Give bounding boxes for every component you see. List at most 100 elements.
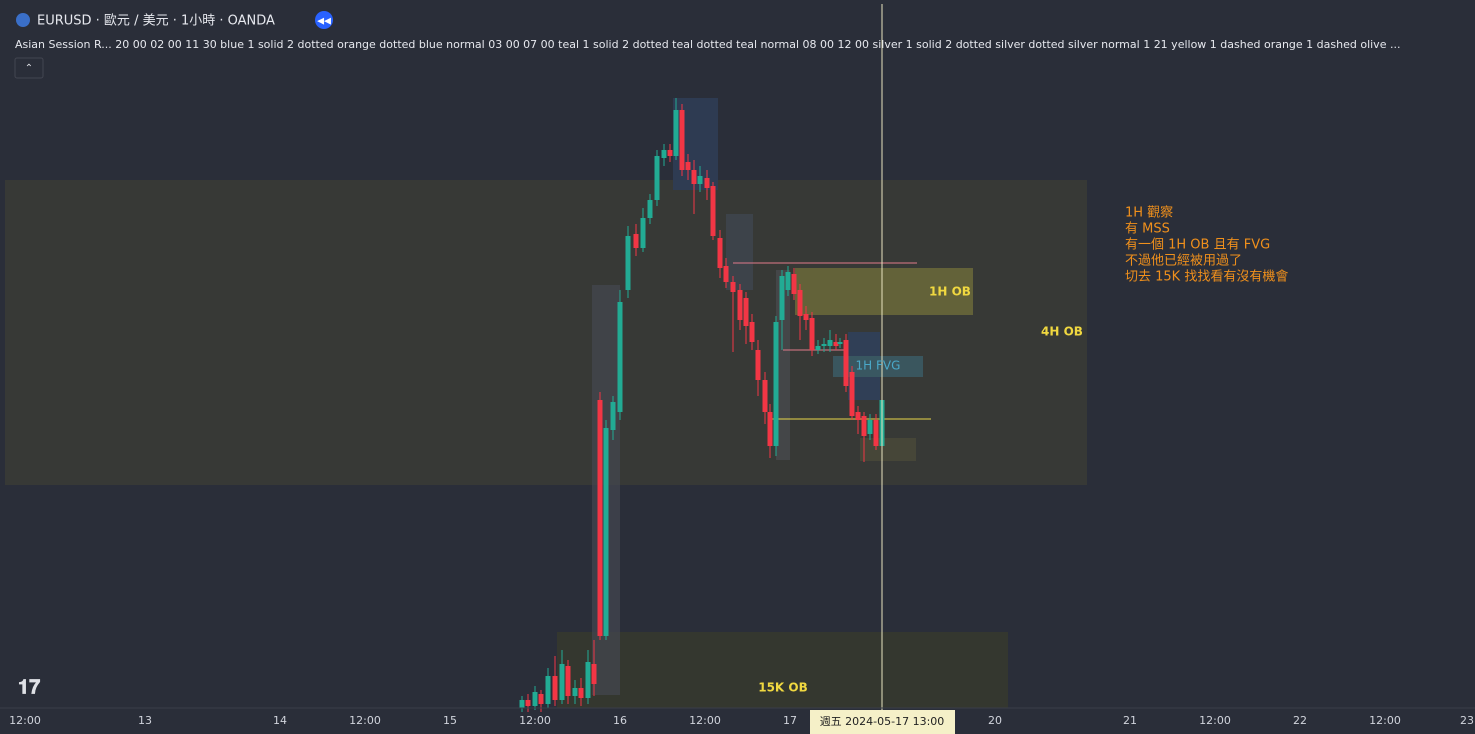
- candle-body: [704, 178, 710, 188]
- candle-body: [654, 156, 660, 200]
- candle-body: [797, 290, 803, 316]
- candle-body: [779, 276, 785, 320]
- time-label: 17: [783, 714, 797, 727]
- candle-body: [519, 700, 525, 708]
- zone-label: 1H FVG: [856, 359, 901, 373]
- zone-label: 1H OB: [929, 285, 971, 299]
- candle-body: [749, 322, 755, 342]
- candle-body: [661, 150, 667, 158]
- candle-body: [837, 342, 843, 344]
- collapse-icon[interactable]: ⌃: [25, 63, 33, 74]
- candle-body: [625, 236, 631, 290]
- candle-body: [821, 344, 827, 346]
- candle-body: [685, 162, 691, 170]
- crosshair-label-bg: [810, 710, 955, 734]
- session-box: [726, 214, 753, 290]
- candle-body: [667, 150, 673, 156]
- candle-body: [743, 298, 749, 326]
- time-label: 14: [273, 714, 287, 727]
- candle-body: [785, 272, 791, 290]
- candle-body: [572, 688, 578, 696]
- collapse-button[interactable]: [14, 57, 44, 79]
- candle-body: [803, 314, 809, 320]
- time-label: 12:00: [689, 714, 721, 727]
- time-label: 12:00: [1199, 714, 1231, 727]
- note-line: 不過他已經被用過了: [1125, 254, 1242, 269]
- logo: 𝟏𝟕: [18, 675, 40, 699]
- candle-body: [565, 666, 571, 696]
- candle-body: [691, 170, 697, 184]
- time-label: 16: [613, 714, 627, 727]
- note-line: 1H 觀察: [1125, 206, 1173, 221]
- zone-label: 4H OB: [1041, 325, 1083, 339]
- candle-body: [610, 402, 616, 430]
- zone-1h-fvg: [833, 356, 923, 377]
- candle-body: [617, 302, 623, 412]
- candle-body: [762, 380, 768, 412]
- candle-body: [773, 322, 779, 446]
- candle-body: [815, 346, 821, 350]
- candle-body: [809, 318, 815, 350]
- candle-body: [833, 342, 839, 346]
- candle-body: [849, 372, 855, 416]
- candle-body: [585, 662, 591, 698]
- time-label: 23: [1460, 714, 1474, 727]
- zone-15k-ob: [557, 632, 1008, 708]
- time-label: 22: [1293, 714, 1307, 727]
- candle-body: [591, 664, 597, 684]
- time-label: 20: [988, 714, 1002, 727]
- indicator-legend: Asian Session R... 20 00 02 00 11 30 blu…: [15, 38, 1400, 51]
- candle-body: [603, 428, 609, 636]
- candles: [519, 98, 885, 712]
- candle-body: [578, 688, 584, 698]
- candle-body: [679, 110, 685, 170]
- note-line: 有一個 1H OB 且有 FVG: [1125, 238, 1270, 253]
- zone-label: 15K OB: [758, 681, 808, 695]
- candle-body: [633, 234, 639, 248]
- candle-body: [873, 420, 879, 446]
- time-label: 12:00: [1369, 714, 1401, 727]
- candle-body: [532, 692, 538, 706]
- candle-body: [545, 676, 551, 704]
- note-line: 有 MSS: [1125, 222, 1170, 237]
- candle-body: [827, 340, 833, 346]
- symbol-icon: [16, 13, 30, 27]
- time-label: 21: [1123, 714, 1137, 727]
- replay-icon[interactable]: ◀◀: [317, 17, 331, 27]
- candle-body: [538, 694, 544, 704]
- candle-body: [843, 340, 849, 386]
- crosshair-label: 週五 2024-05-17 13:00: [820, 715, 945, 728]
- time-label: 15: [443, 714, 457, 727]
- symbol-title: EURUSD · 歐元 / 美元 · 1小時 · OANDA: [37, 14, 275, 29]
- candle-body: [755, 350, 761, 380]
- candle-body: [855, 412, 861, 420]
- note-line: 切去 15K 找找看有沒有機會: [1125, 269, 1288, 285]
- zone-4h-ob: [5, 180, 1087, 485]
- candle-body: [697, 176, 703, 184]
- time-label: 12:00: [349, 714, 381, 727]
- replay-button[interactable]: [315, 11, 333, 29]
- candle-body: [730, 282, 736, 292]
- candle-body: [791, 274, 797, 294]
- candle-body: [767, 412, 773, 446]
- zone-1h-ob: [795, 268, 973, 315]
- time-label: 12:00: [519, 714, 551, 727]
- candle-body: [552, 676, 558, 700]
- candle-body: [723, 266, 729, 282]
- candle-body: [710, 186, 716, 236]
- candle-body: [861, 416, 867, 436]
- time-label: 13: [138, 714, 152, 727]
- candle-body: [867, 420, 873, 434]
- candle-body: [597, 400, 603, 636]
- time-label: 12:00: [9, 714, 41, 727]
- candle-body: [737, 290, 743, 320]
- session-box: [860, 438, 916, 461]
- candle-body: [640, 218, 646, 248]
- time-axis: 12:00 13 14 12:00 15 12:00 16 12:00 17 20 21 12:00 2…: [9, 714, 1474, 727]
- candle-body: [525, 700, 531, 706]
- candle-body: [673, 110, 679, 156]
- candle-body: [559, 664, 565, 700]
